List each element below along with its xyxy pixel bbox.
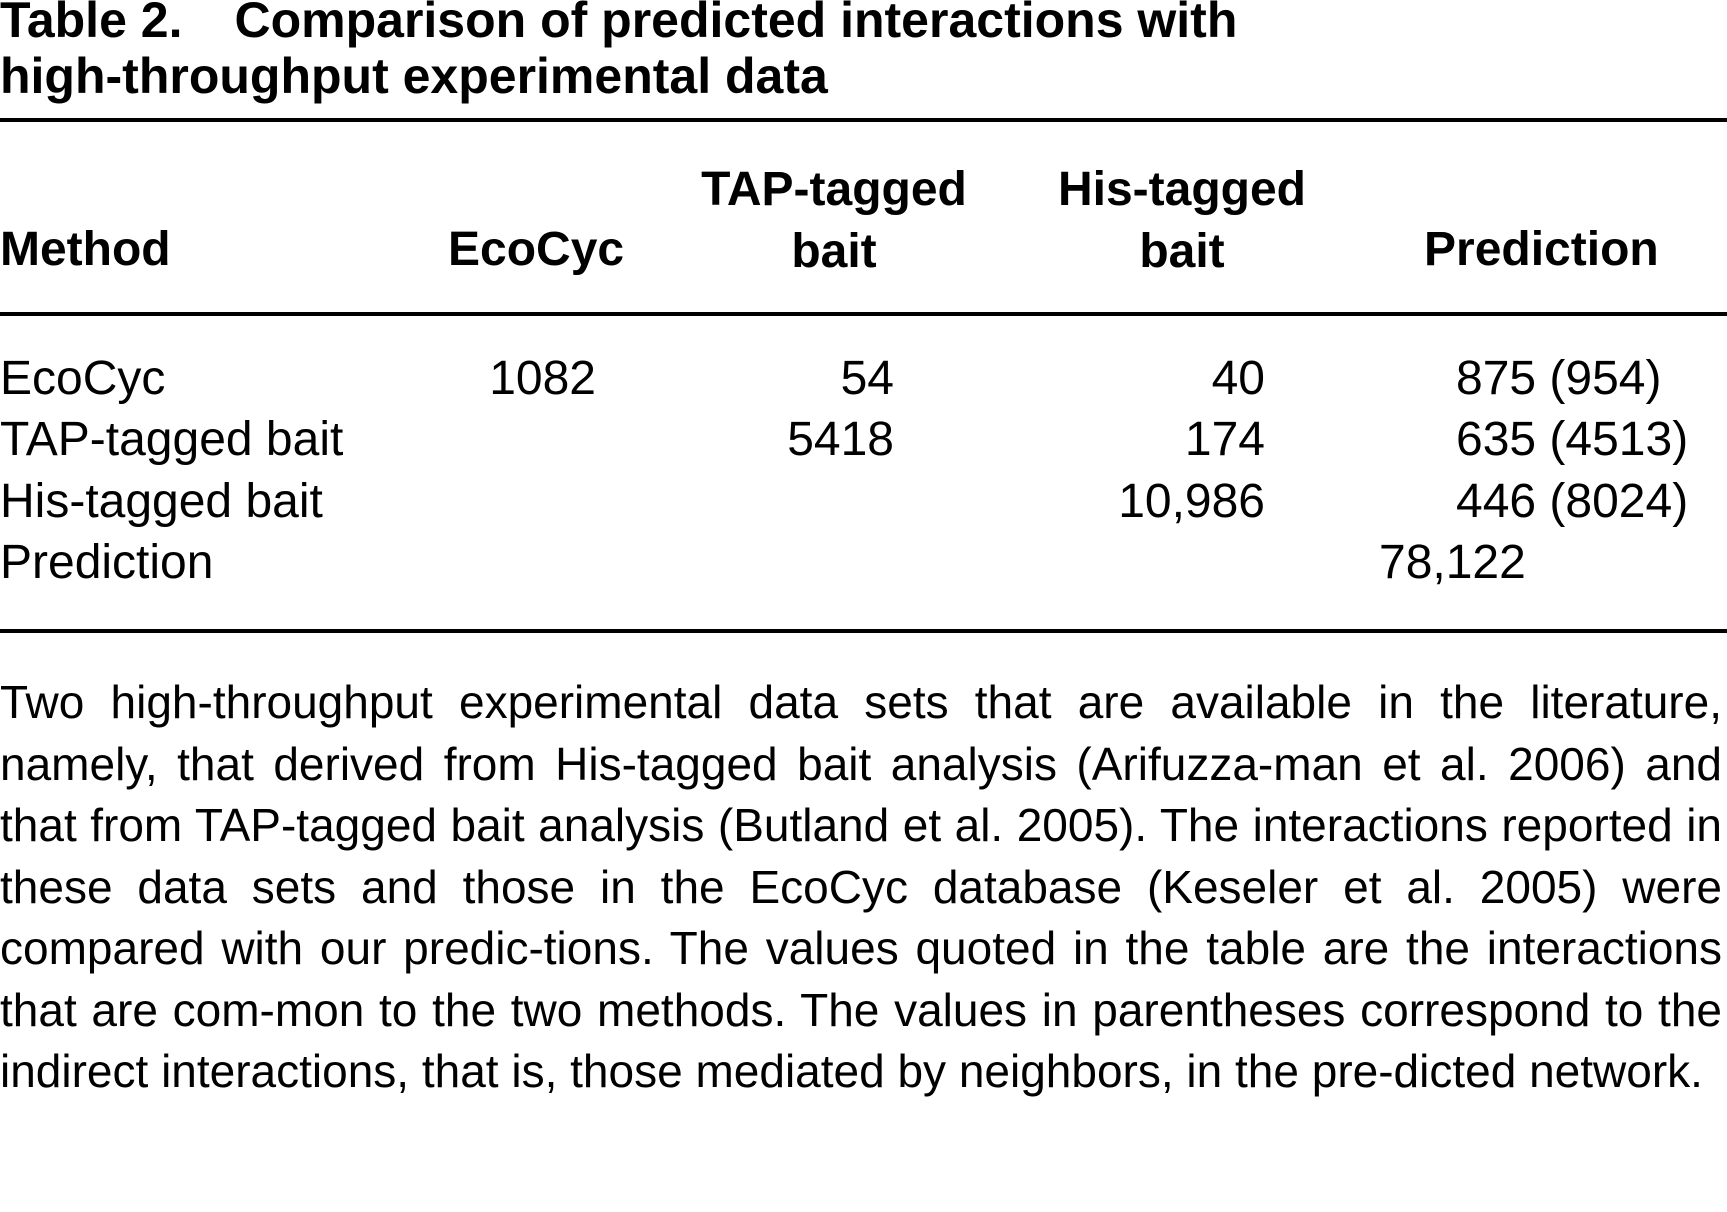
table-top-rule <box>0 118 1727 122</box>
table-caption: Table 2. Comparison of predicted interact… <box>0 0 1727 104</box>
header-tap-line-2: bait <box>791 225 877 278</box>
row-tap-prediction: 635 (4513) <box>1456 413 1689 466</box>
header-method: Method <box>0 223 171 276</box>
row-ecocyc-ecocyc: 1082 <box>489 352 596 405</box>
header-his-line-1: His-tagged <box>1057 163 1306 216</box>
row-prediction-method: Prediction <box>0 536 214 589</box>
header-his-line-2: bait <box>1139 225 1225 278</box>
row-ecocyc-method: EcoCyc <box>0 352 166 405</box>
row-ecocyc-tap: 54 <box>840 352 894 405</box>
header-tap-line-1: TAP-tagged <box>701 163 967 216</box>
header-tap-tagged-bait: TAP-tagged bait <box>684 159 984 283</box>
caption-line-1: Table 2. Comparison of predicted interact… <box>0 0 1727 48</box>
row-tap-method: TAP-tagged bait <box>0 413 344 466</box>
table-footnote: Two high-throughput experimental data se… <box>0 676 1722 1097</box>
row-ecocyc-his: 40 <box>1211 352 1265 405</box>
header-ecocyc: EcoCyc <box>448 223 625 276</box>
row-his-prediction: 446 (8024) <box>1456 475 1689 528</box>
header-his-tagged-bait: His-tagged bait <box>1032 159 1332 283</box>
row-his-method: His-tagged bait <box>0 475 323 528</box>
table-label: Table 2. <box>0 0 183 48</box>
table-title-line-1: Comparison of predicted interactions wit… <box>234 0 1238 48</box>
row-his-his: 10,986 <box>1118 475 1265 528</box>
table-bottom-rule <box>0 629 1727 633</box>
table-header-rule <box>0 312 1727 316</box>
row-prediction-prediction: 78,122 <box>1379 536 1526 589</box>
row-ecocyc-prediction: 875 (954) <box>1456 352 1662 405</box>
header-prediction: Prediction <box>1424 223 1659 276</box>
table-title-line-2: high-throughput experimental data <box>0 48 828 104</box>
row-tap-his: 174 <box>1184 413 1265 466</box>
row-tap-tap: 5418 <box>787 413 894 466</box>
